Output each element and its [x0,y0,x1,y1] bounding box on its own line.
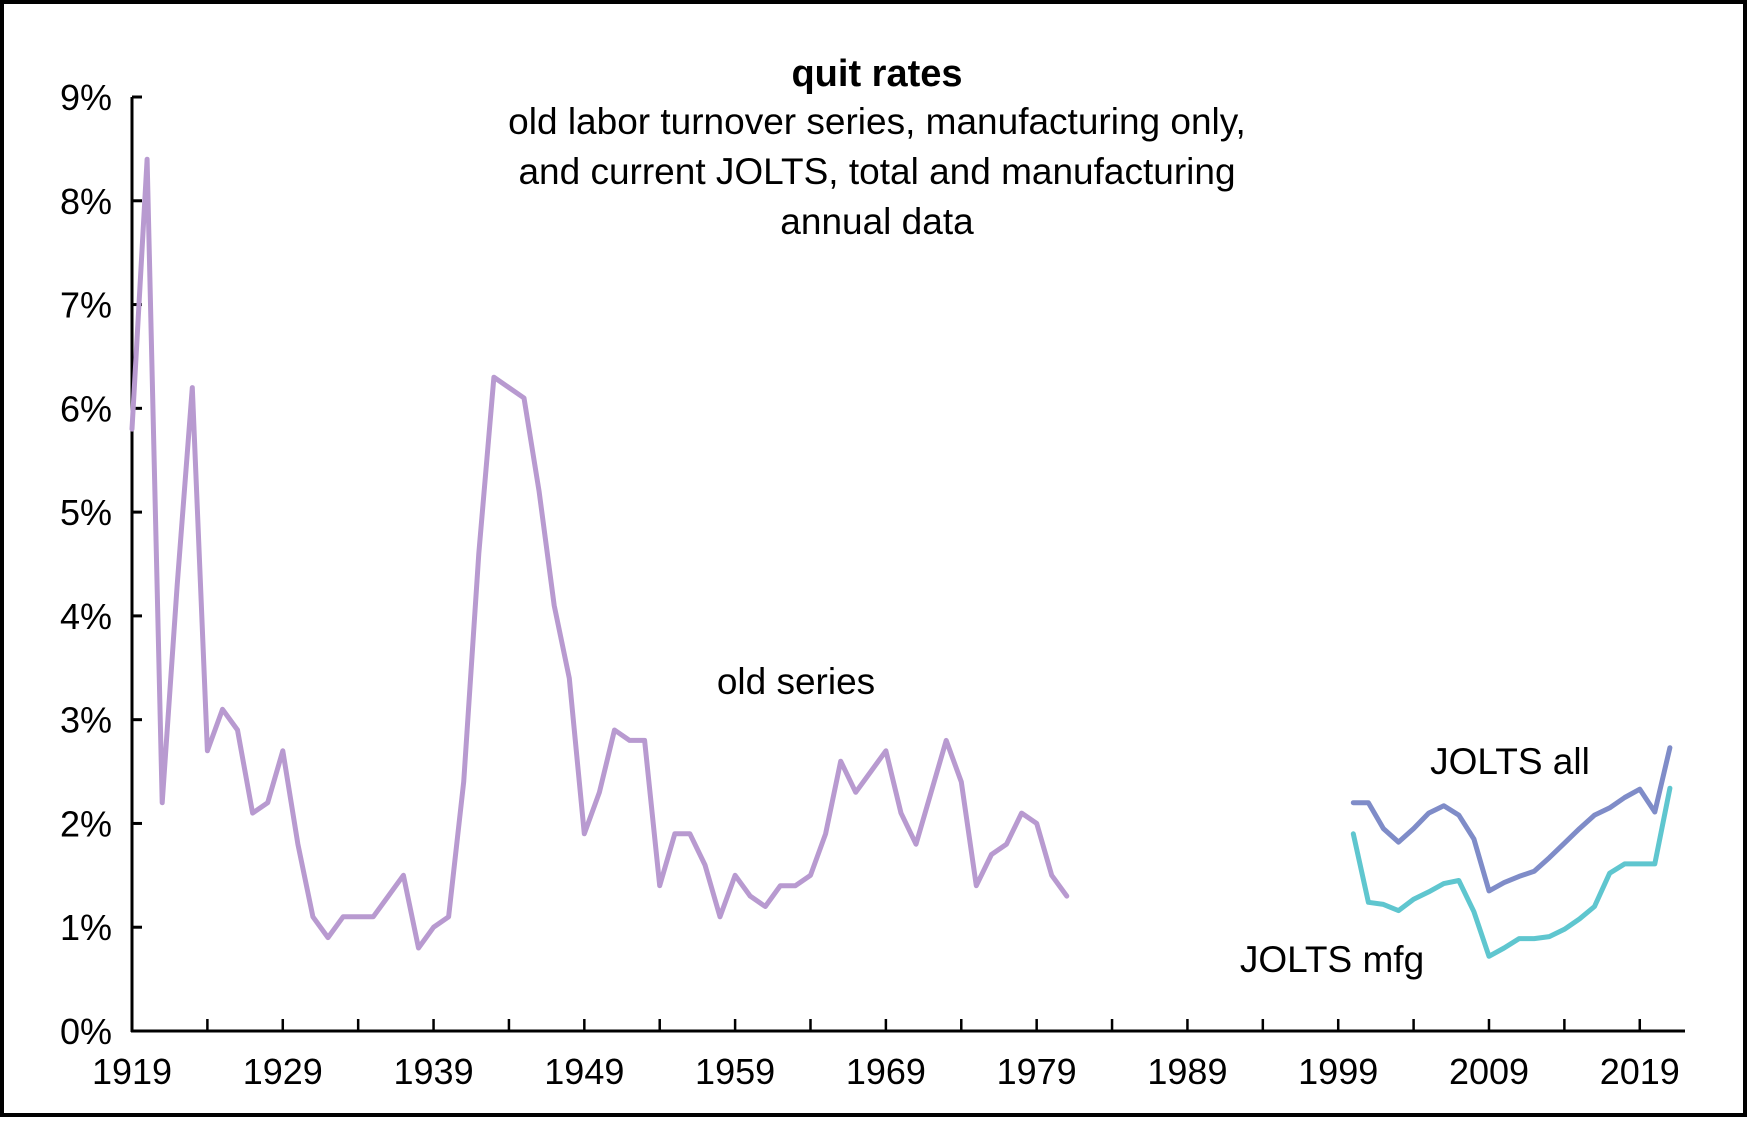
y-tick-label: 0% [60,1011,112,1052]
chart-title: quit rates [791,53,962,95]
axes: 0% 1% 2% 3% 4% 5% 6% 7% 8% 9% 1919 1929 1939 1949 1959… [60,77,1685,1092]
y-tick-label: 6% [60,388,112,429]
chart-title-block: quit rates old labor turnover series, ma… [508,53,1246,242]
chart-subtitle-line-1: old labor turnover series, manufacturing… [508,101,1246,142]
x-tick-label: 1969 [846,1051,926,1092]
chart-subtitle-line-3: annual data [780,201,974,242]
x-tick-label: 2019 [1600,1051,1680,1092]
y-tick-label: 3% [60,700,112,741]
series-annotations: old series JOLTS all JOLTS mfg [717,661,1590,980]
y-tick-label: 7% [60,285,112,326]
quit-rates-chart: quit rates old labor turnover series, ma… [60,53,1685,1092]
x-tick-label: 1999 [1298,1051,1378,1092]
series-lines [129,156,1673,959]
annotation-old-series: old series [717,661,875,702]
x-tick-label: 1979 [997,1051,1077,1092]
annotation-jolts-all: JOLTS all [1430,741,1590,782]
x-tick-label: 2009 [1449,1051,1529,1092]
y-tick-label: 2% [60,803,112,844]
x-tick-label: 1929 [243,1051,323,1092]
annotation-jolts-mfg: JOLTS mfg [1240,939,1424,980]
series-line-jolts-mfg [1350,785,1673,959]
y-tick-label: 1% [60,907,112,948]
x-tick-label: 1919 [92,1051,172,1092]
x-tick-label: 1989 [1147,1051,1227,1092]
y-tick-label: 9% [60,77,112,118]
series-line-old-series [129,156,1070,951]
y-tick-label: 8% [60,181,112,222]
x-tick-label: 1959 [695,1051,775,1092]
y-tick-label: 4% [60,596,112,637]
chart-subtitle-line-2: and current JOLTS, total and manufacturi… [518,151,1235,192]
series-line-jolts-all [1350,745,1673,894]
x-tick-label: 1949 [544,1051,624,1092]
y-tick-label: 5% [60,492,112,533]
x-tick-label: 1939 [394,1051,474,1092]
